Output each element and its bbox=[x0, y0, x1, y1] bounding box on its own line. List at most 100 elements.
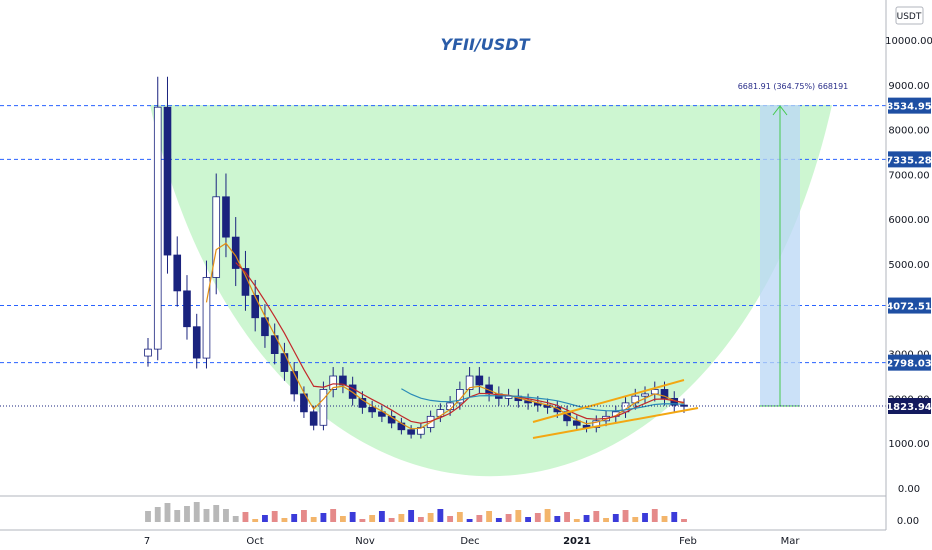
volume-bar-28 bbox=[417, 517, 424, 522]
candle-body-11 bbox=[251, 294, 260, 319]
level-tag-label-0: 8534.95 bbox=[886, 102, 932, 113]
level-tag-label-3: 2798.03 bbox=[886, 359, 932, 370]
currency-button[interactable] bbox=[895, 6, 924, 25]
level-tag-label-2: 4072.51 bbox=[886, 302, 932, 313]
volume-series bbox=[145, 502, 687, 522]
volume-bar-38 bbox=[515, 510, 522, 522]
volume-bar-20 bbox=[339, 516, 346, 522]
volume-bar-33 bbox=[466, 519, 473, 522]
candle-body-0 bbox=[144, 348, 152, 357]
volume-bar-2 bbox=[164, 503, 171, 522]
volume-bar-4 bbox=[184, 506, 190, 522]
candle-body-44 bbox=[572, 420, 581, 426]
volume-bar-5 bbox=[193, 502, 200, 522]
candle-body-8 bbox=[222, 196, 230, 238]
volume-bar-35 bbox=[486, 511, 493, 522]
volume-bar-15 bbox=[291, 514, 298, 522]
volume-bar-0 bbox=[145, 511, 151, 522]
price-tick-0: 10000.00 bbox=[885, 36, 932, 47]
volume-bar-24 bbox=[378, 511, 385, 522]
volume-bar-26 bbox=[398, 514, 405, 522]
volume-bar-6 bbox=[203, 509, 210, 522]
candle-body-20 bbox=[339, 375, 347, 386]
time-tick-1: Oct bbox=[246, 536, 263, 547]
volume-bar-48 bbox=[612, 514, 619, 522]
volume-bar-46 bbox=[593, 511, 600, 522]
candle-body-17 bbox=[309, 411, 318, 426]
volume-bar-29 bbox=[427, 513, 434, 522]
level-price-tags: 8534.95 7335.28 4072.51 2798.03 bbox=[886, 97, 932, 371]
price-tick-9: 0.00 bbox=[898, 484, 920, 495]
candle-body-15 bbox=[290, 371, 298, 395]
level-tag-2 bbox=[888, 297, 931, 314]
time-axis-ticks: 7 Oct Nov Dec 2021 Feb Mar bbox=[144, 536, 801, 547]
ema-long-line bbox=[401, 388, 685, 412]
candle-body-14 bbox=[280, 353, 289, 372]
volume-bar-30 bbox=[437, 509, 444, 522]
volume-bar-55 bbox=[681, 519, 687, 522]
price-tick-8: 1000.00 bbox=[888, 439, 929, 450]
candle-body-7 bbox=[212, 196, 221, 278]
measure-arrow-head bbox=[772, 105, 788, 116]
last-price-tag bbox=[888, 398, 931, 414]
volume-bar-34 bbox=[476, 515, 483, 522]
volume-bar-13 bbox=[271, 511, 278, 522]
volume-bar-41 bbox=[544, 509, 551, 522]
candle-body-51 bbox=[641, 393, 649, 397]
volume-bar-51 bbox=[642, 513, 648, 522]
candle-body-19 bbox=[329, 375, 337, 390]
candle-body-46 bbox=[592, 420, 601, 428]
price-tick-2: 8000.00 bbox=[888, 126, 929, 137]
candle-body-6 bbox=[202, 277, 211, 359]
volume-bar-32 bbox=[456, 512, 463, 522]
volume-bar-1 bbox=[154, 507, 161, 522]
volume-bar-8 bbox=[223, 509, 229, 522]
last-price-label: 1823.94 bbox=[886, 402, 932, 413]
candle-body-3 bbox=[173, 254, 182, 292]
volume-bar-53 bbox=[661, 516, 668, 522]
time-tick-6: Mar bbox=[781, 536, 801, 547]
volume-bar-19 bbox=[330, 509, 337, 522]
volume-bar-11 bbox=[252, 519, 259, 522]
volume-bar-50 bbox=[632, 517, 639, 522]
candle-body-9 bbox=[231, 236, 240, 269]
candle-body-34 bbox=[475, 375, 484, 386]
volume-bar-23 bbox=[369, 515, 376, 522]
volume-bar-47 bbox=[603, 518, 609, 522]
price-axis-background bbox=[886, 0, 932, 550]
price-tick-5: 5000.00 bbox=[888, 260, 929, 271]
volume-axis-label: 0.00 bbox=[897, 516, 919, 527]
volume-bar-52 bbox=[651, 509, 658, 522]
volume-bar-16 bbox=[301, 510, 307, 522]
volume-bar-17 bbox=[310, 517, 317, 522]
volume-bar-44 bbox=[573, 519, 580, 522]
candle-body-33 bbox=[465, 375, 474, 390]
price-tick-4: 6000.00 bbox=[888, 215, 929, 226]
volume-bar-36 bbox=[495, 518, 502, 522]
channel-upper-line bbox=[532, 379, 685, 423]
time-tick-5: Feb bbox=[679, 536, 697, 547]
ema-short-line bbox=[205, 242, 685, 430]
candle-body-1 bbox=[153, 106, 162, 350]
candle-body-16 bbox=[300, 393, 308, 413]
volume-bar-10 bbox=[242, 512, 249, 522]
volume-bar-12 bbox=[262, 515, 268, 522]
candle-body-4 bbox=[183, 290, 191, 328]
volume-bar-18 bbox=[320, 513, 327, 522]
level-tag-3 bbox=[888, 354, 931, 371]
measure-annotation: 6681.91 (364.75%) 668191 bbox=[738, 82, 849, 91]
volume-bar-37 bbox=[505, 514, 512, 522]
chart-title: YFII/USDT bbox=[441, 35, 531, 54]
volume-bar-22 bbox=[359, 519, 366, 522]
cup-pattern-shape bbox=[150, 105, 832, 477]
candle-body-18 bbox=[319, 389, 328, 426]
volume-bar-31 bbox=[447, 516, 454, 522]
candle-body-22 bbox=[358, 397, 367, 408]
volume-bar-9 bbox=[232, 516, 239, 522]
candle-body-2 bbox=[163, 106, 172, 256]
time-tick-0: 7 bbox=[144, 536, 150, 547]
volume-bar-54 bbox=[671, 512, 678, 522]
candle-body-42 bbox=[553, 406, 562, 413]
volume-bar-39 bbox=[525, 517, 531, 522]
